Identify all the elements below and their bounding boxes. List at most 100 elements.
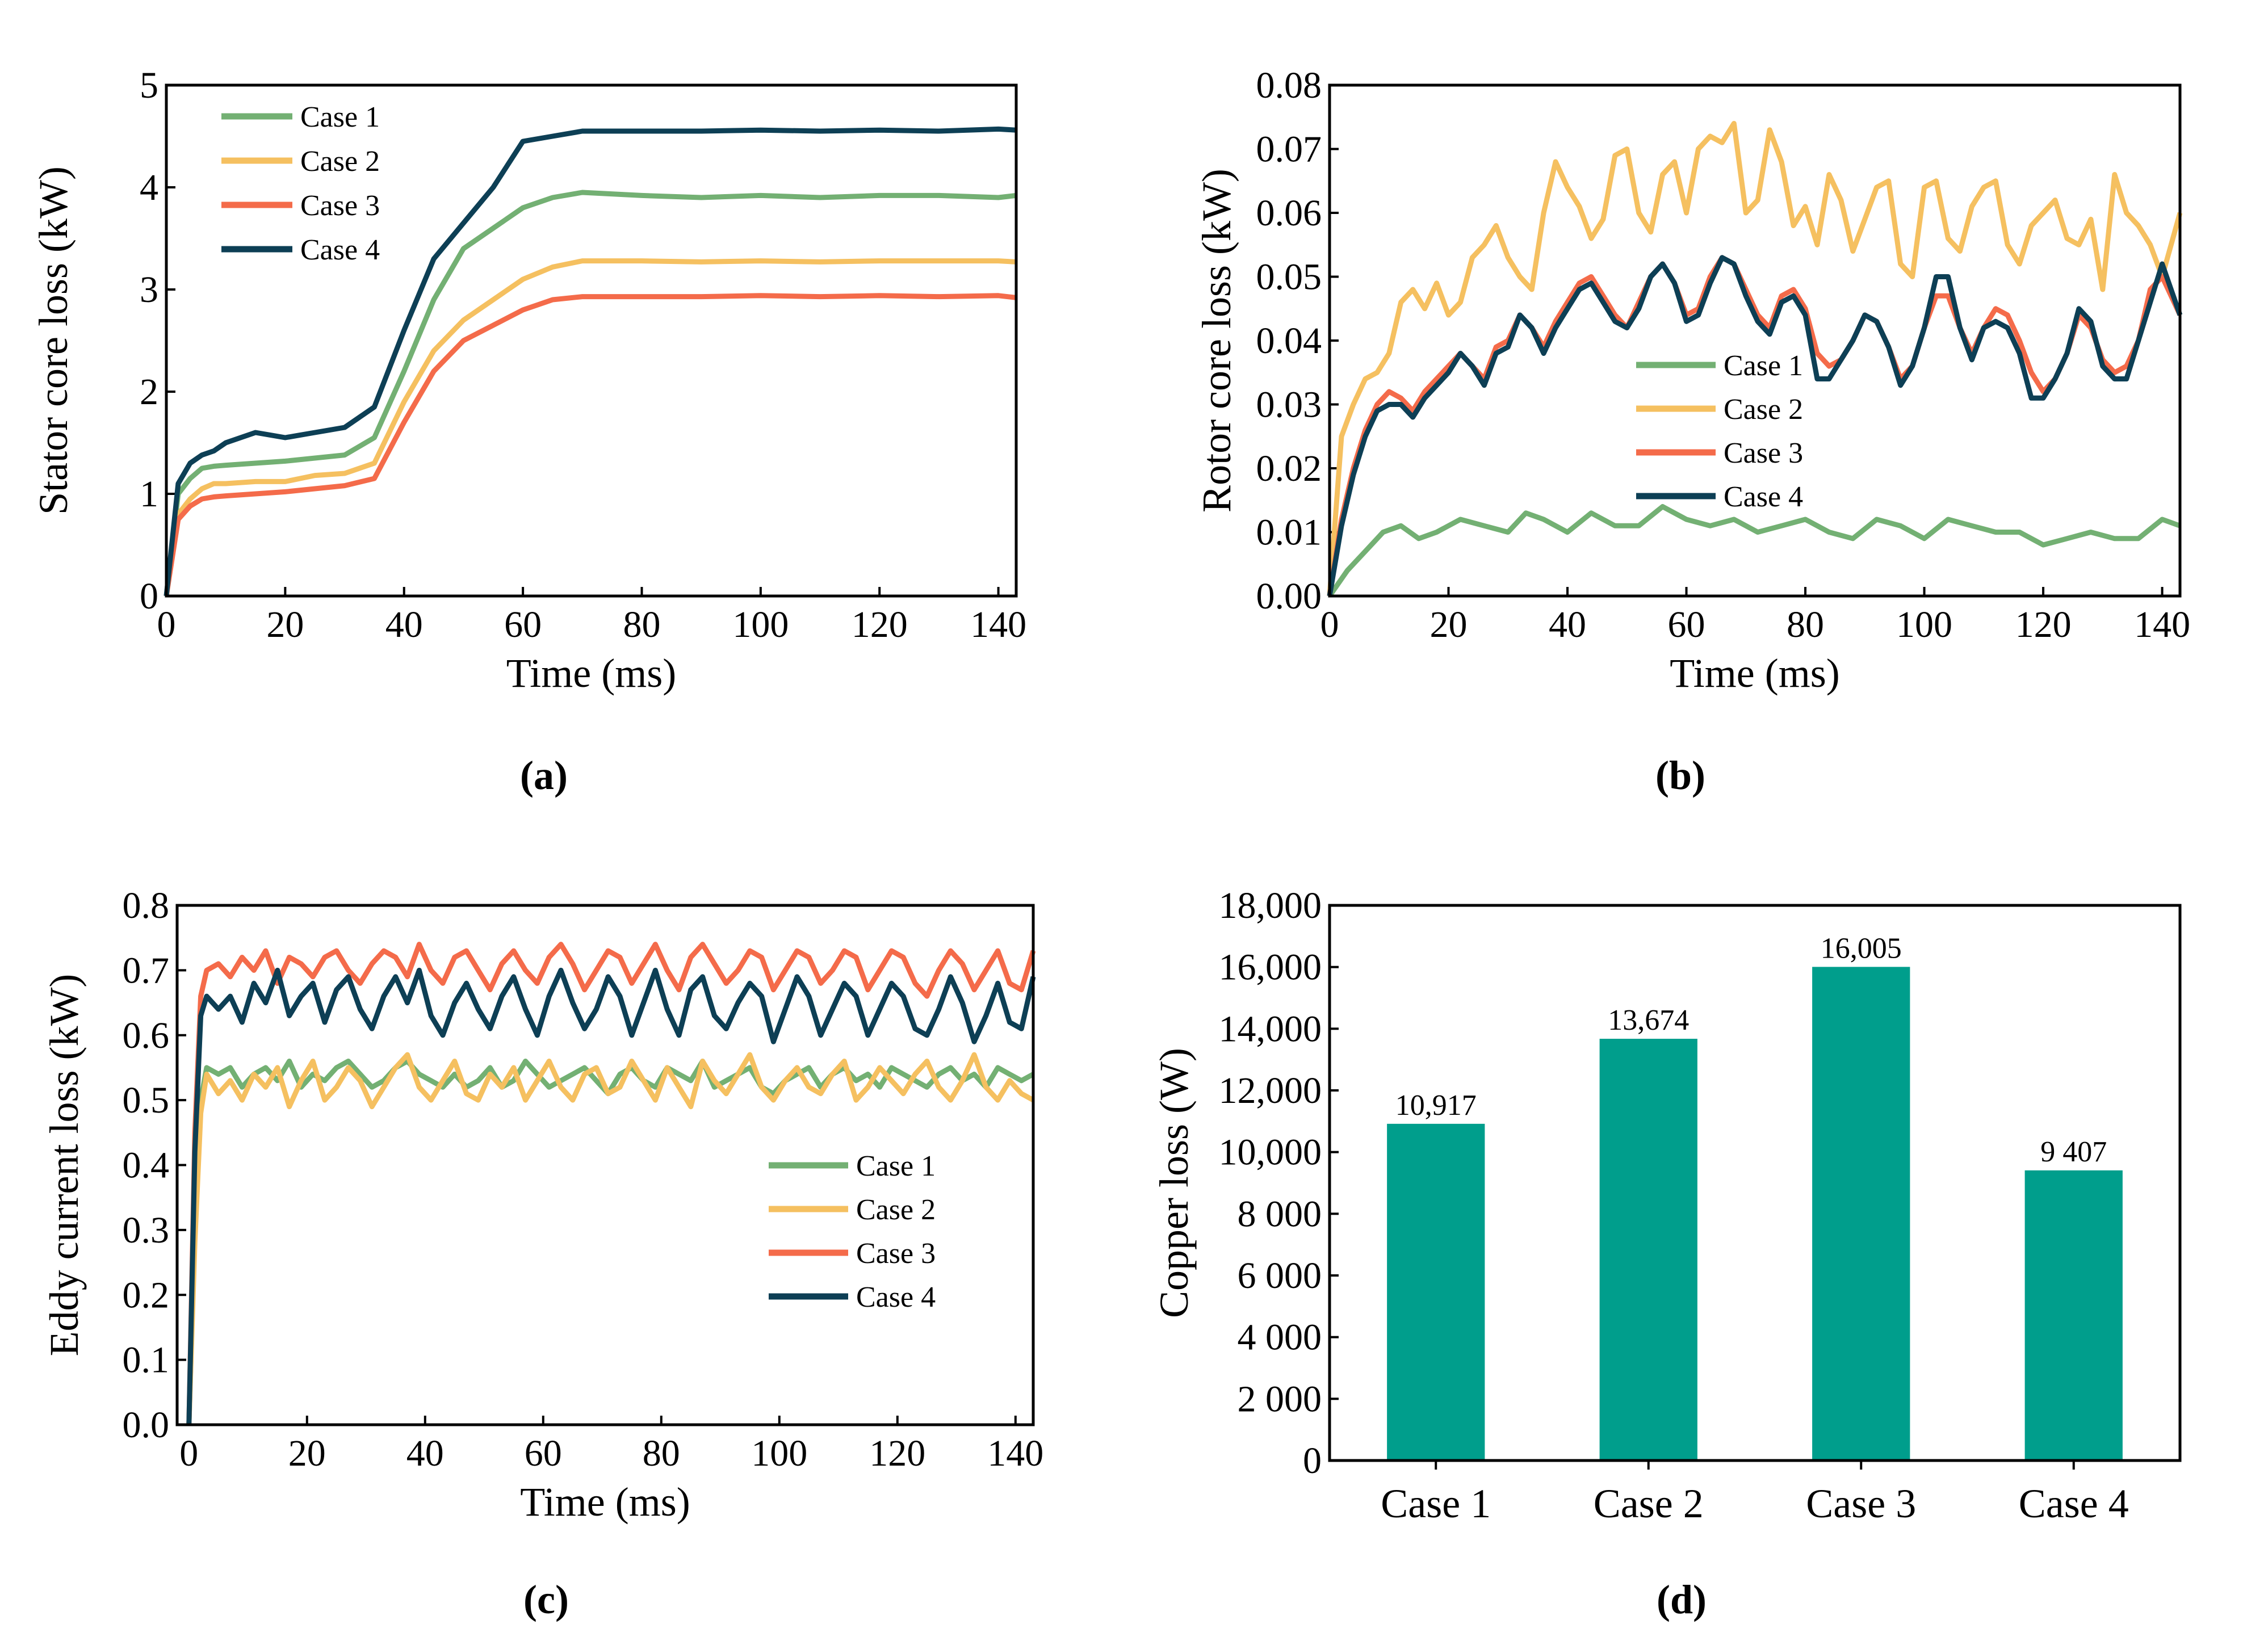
y-tick-label: 3 — [140, 269, 158, 310]
y-tick-label: 0.07 — [1256, 129, 1322, 170]
y-tick-label: 0.03 — [1256, 384, 1322, 426]
y-tick-label: 0.3 — [123, 1210, 170, 1251]
y-tick-label: 0.5 — [123, 1080, 170, 1121]
x-tick-label: 80 — [1787, 604, 1824, 645]
y-tick-label: 14,000 — [1219, 1008, 1322, 1050]
legend-label-4: Case 4 — [856, 1281, 936, 1313]
legend-label-4: Case 4 — [300, 234, 380, 266]
bar-4 — [2024, 1170, 2123, 1460]
y-tick-label: 16,000 — [1219, 947, 1322, 988]
x-category-label: Case 1 — [1381, 1481, 1491, 1526]
subfigure-label: (d) — [1657, 1577, 1707, 1622]
x-tick-label: 80 — [623, 604, 660, 645]
series-line-2 — [186, 1052, 1035, 1425]
x-tick-label: 80 — [643, 1433, 680, 1474]
chart-d: 0 2 000 4 000 6 000 8 000 10,000 12,000 14,000 1… — [1151, 885, 2182, 1622]
y-axis-title: Stator core loss (kW) — [31, 166, 76, 515]
bar-value-label: 13,674 — [1608, 1004, 1689, 1036]
x-tick-label: 100 — [1896, 604, 1952, 645]
y-tick-label: 0.2 — [123, 1274, 170, 1316]
x-tick-label: 120 — [2015, 604, 2072, 645]
series-line-3 — [186, 942, 1036, 1425]
legend-label-3: Case 3 — [300, 190, 380, 222]
x-tick-label: 140 — [987, 1433, 1043, 1474]
bar-value-label: 9 407 — [2040, 1136, 2107, 1168]
bar-value-label: 16,005 — [1821, 932, 1902, 964]
legend-label-2: Case 2 — [300, 145, 380, 178]
legend: Case 1 Case 2 Case 3 Case 4 — [769, 1150, 936, 1313]
y-tick-label: 10,000 — [1219, 1132, 1322, 1173]
x-tick-label: 140 — [970, 604, 1026, 645]
series-line-1 — [1327, 504, 2181, 598]
x-tick-label: 100 — [751, 1433, 807, 1474]
x-tick-label: 60 — [1668, 604, 1705, 645]
legend-label-2: Case 2 — [1724, 393, 1803, 426]
bar-value-label: 10,917 — [1395, 1089, 1477, 1122]
series-line-1 — [164, 190, 1017, 597]
series-line-4 — [186, 967, 1036, 1425]
x-tick-label: 20 — [288, 1433, 326, 1474]
y-tick-label: 5 — [140, 65, 158, 106]
legend-label-3: Case 3 — [1724, 437, 1803, 469]
legend: Case 1 Case 2 Case 3 Case 4 — [221, 101, 380, 266]
legend-label-1: Case 1 — [1724, 350, 1803, 382]
x-axis-title: Time (ms) — [1670, 650, 1839, 696]
subfigure-label: (a) — [520, 753, 568, 798]
chart-c: 0.0 0.1 0.2 0.3 0.4 0.5 0.6 0.7 0.8 0 20 40 60 80 100 1… — [41, 885, 1043, 1622]
y-tick-label: 0.01 — [1256, 512, 1322, 553]
y-tick-label: 0.06 — [1256, 192, 1322, 234]
series-line-4 — [164, 126, 1017, 597]
subfigure-label: (b) — [1655, 753, 1705, 798]
x-tick-label: 40 — [1549, 604, 1586, 645]
bar-1 — [1387, 1123, 1485, 1460]
x-tick-label: 40 — [406, 1433, 444, 1474]
y-tick-label: 0 — [1303, 1440, 1322, 1481]
x-tick-label: 60 — [504, 604, 542, 645]
y-tick-label: 0.08 — [1256, 65, 1322, 106]
bar-3 — [1812, 967, 1910, 1460]
y-tick-label: 0.02 — [1256, 448, 1322, 489]
subfigure-label: (c) — [523, 1577, 569, 1622]
x-tick-label: 0 — [157, 604, 176, 645]
x-tick-label: 100 — [732, 604, 789, 645]
y-tick-label: 4 000 — [1238, 1317, 1322, 1358]
y-axis-title: Eddy current loss (kW) — [41, 974, 87, 1357]
legend-label-2: Case 2 — [856, 1194, 936, 1226]
x-category-label: Case 3 — [1806, 1481, 1916, 1526]
y-tick-label: 0.7 — [123, 950, 170, 991]
bar-2 — [1599, 1039, 1697, 1460]
y-tick-label: 0.0 — [123, 1404, 170, 1446]
x-tick-label: 140 — [2134, 604, 2190, 645]
x-tick-label: 40 — [385, 604, 423, 645]
y-tick-label: 0.04 — [1256, 320, 1322, 362]
x-tick-label: 60 — [525, 1433, 562, 1474]
y-tick-label: 12,000 — [1219, 1070, 1322, 1111]
legend-label-1: Case 1 — [300, 101, 380, 133]
x-category-label: Case 2 — [1594, 1481, 1704, 1526]
x-tick-label: 20 — [266, 604, 304, 645]
y-tick-label: 0.4 — [123, 1145, 170, 1186]
plot-frame — [1328, 904, 2182, 1462]
y-tick-label: 0.05 — [1256, 257, 1322, 298]
x-tick-label: 120 — [852, 604, 908, 645]
x-tick-label: 0 — [179, 1433, 198, 1474]
plot-frame — [1328, 83, 2182, 598]
x-axis-title: Time (ms) — [520, 1479, 690, 1525]
x-tick-label: 0 — [1320, 604, 1339, 645]
y-axis-title: Copper loss (W) — [1151, 1048, 1197, 1318]
plot-frame — [175, 904, 1035, 1426]
series-line-4 — [1327, 255, 2183, 597]
y-axis-title: Rotor core loss (kW) — [1194, 169, 1239, 513]
x-tick-label: 120 — [869, 1433, 925, 1474]
series-line-2 — [164, 258, 1017, 597]
legend-label-4: Case 4 — [1724, 481, 1803, 513]
y-tick-label: 0.1 — [123, 1340, 170, 1381]
x-axis-title: Time (ms) — [506, 650, 676, 696]
plot-frame — [165, 83, 1018, 598]
y-tick-label: 0.8 — [123, 885, 170, 926]
y-tick-label: 0.00 — [1256, 576, 1322, 617]
y-tick-label: 6 000 — [1238, 1255, 1322, 1296]
y-tick-label: 2 — [140, 371, 158, 413]
